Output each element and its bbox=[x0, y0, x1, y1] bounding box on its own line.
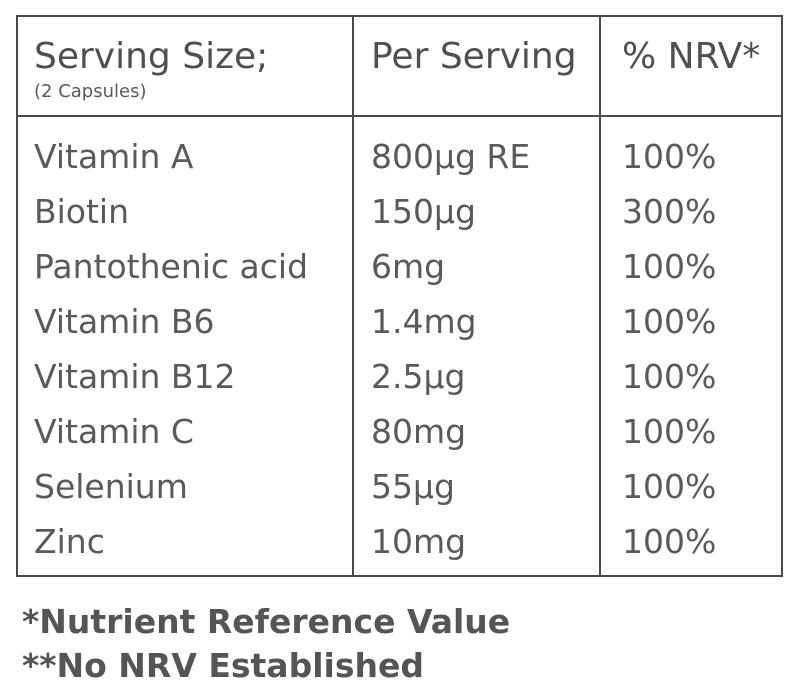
nrv-value: 100% bbox=[622, 522, 717, 561]
table-row: Pantothenic acid 6mg 100% bbox=[18, 243, 781, 298]
nrv-value: 100% bbox=[622, 467, 717, 506]
nutrient-name: Vitamin C bbox=[34, 412, 194, 451]
table-row: Vitamin B6 1.4mg 100% bbox=[18, 298, 781, 353]
footnotes: *Nutrient Reference Value **No NRV Estab… bbox=[22, 600, 510, 688]
footnote-nrv: *Nutrient Reference Value bbox=[22, 602, 511, 641]
nrv-value: 100% bbox=[622, 137, 717, 176]
nutrient-name: Vitamin B12 bbox=[34, 357, 236, 396]
table-body: Vitamin A 800μg RE 100% Biotin 150μg 300… bbox=[18, 133, 781, 573]
table-row: Vitamin C 80mg 100% bbox=[18, 408, 781, 463]
column-divider bbox=[599, 17, 601, 575]
nutrient-name: Pantothenic acid bbox=[34, 247, 309, 286]
nrv-value: 100% bbox=[622, 412, 717, 451]
header-serving-size: Serving Size; bbox=[34, 36, 269, 77]
header-serving-size-sub: (2 Capsules) bbox=[34, 81, 147, 102]
header-per-serving: Per Serving bbox=[371, 36, 577, 77]
footnote-no-nrv: **No NRV Established bbox=[22, 646, 424, 685]
nutrient-name: Vitamin B6 bbox=[34, 302, 215, 341]
header-nrv: % NRV* bbox=[622, 36, 761, 77]
per-serving-value: 6mg bbox=[371, 247, 446, 286]
nrv-value: 100% bbox=[622, 302, 717, 341]
nutrition-table: Serving Size; (2 Capsules) Per Serving %… bbox=[16, 15, 783, 577]
per-serving-value: 800μg RE bbox=[371, 137, 531, 176]
table-row: Zinc 10mg 100% bbox=[18, 518, 781, 573]
table-row: Vitamin A 800μg RE 100% bbox=[18, 133, 781, 188]
nutrient-name: Biotin bbox=[34, 192, 130, 231]
column-divider bbox=[352, 17, 354, 575]
per-serving-value: 80mg bbox=[371, 412, 467, 451]
header-divider bbox=[18, 115, 781, 117]
nutrient-name: Zinc bbox=[34, 522, 105, 561]
nutrient-name: Vitamin A bbox=[34, 137, 194, 176]
table-row: Vitamin B12 2.5μg 100% bbox=[18, 353, 781, 408]
table-row: Biotin 150μg 300% bbox=[18, 188, 781, 243]
nrv-value: 300% bbox=[622, 192, 717, 231]
per-serving-value: 55μg bbox=[371, 467, 455, 506]
per-serving-value: 150μg bbox=[371, 192, 476, 231]
per-serving-value: 10mg bbox=[371, 522, 467, 561]
nrv-value: 100% bbox=[622, 357, 717, 396]
nutrient-name: Selenium bbox=[34, 467, 188, 506]
per-serving-value: 2.5μg bbox=[371, 357, 466, 396]
per-serving-value: 1.4mg bbox=[371, 302, 477, 341]
table-row: Selenium 55μg 100% bbox=[18, 463, 781, 518]
nrv-value: 100% bbox=[622, 247, 717, 286]
